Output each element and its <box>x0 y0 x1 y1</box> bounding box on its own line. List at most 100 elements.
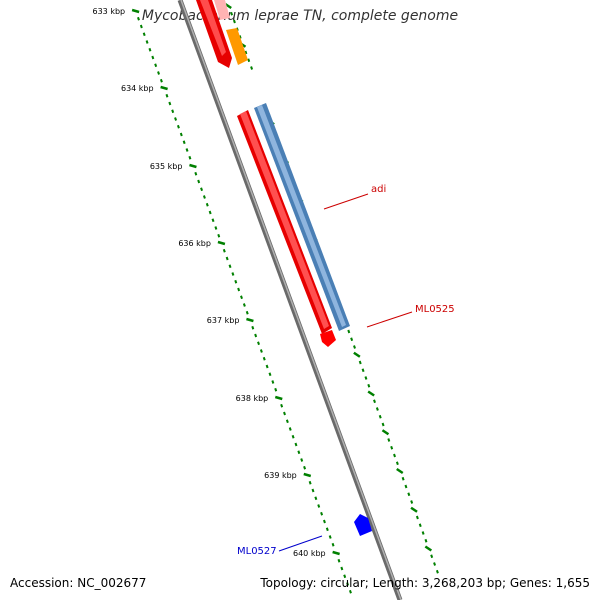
minor-tick <box>148 47 152 52</box>
minor-tick <box>320 511 324 516</box>
genome-backbone <box>177 0 403 600</box>
scale-label: 638 kbp <box>236 394 269 403</box>
minor-tick <box>340 566 344 571</box>
label-line-ml0527 <box>278 535 323 552</box>
minor-tick <box>214 226 218 230</box>
outer-minor-tick <box>247 58 251 63</box>
minor-tick <box>240 295 243 300</box>
orf-feature-highlight <box>257 105 346 327</box>
outer-minor-tick <box>410 500 414 504</box>
scale-labels: 633 kbp 634 kbp 635 kbp 636 kbp 637 kbp 638 k… <box>93 7 326 558</box>
outer-minor-tick <box>358 360 362 365</box>
outer-minor-tick <box>250 66 254 70</box>
minor-tick <box>217 233 221 238</box>
outer-minor-tick <box>421 531 425 535</box>
minor-tick <box>283 411 286 416</box>
outer-minor-tick <box>381 422 385 427</box>
major-tick <box>274 395 283 401</box>
outer-minor-tick <box>350 337 354 342</box>
minor-tick <box>337 558 341 563</box>
minor-tick <box>157 71 160 75</box>
feature-top-faded <box>214 0 230 20</box>
minor-tick <box>165 93 169 98</box>
outer-minor-tick <box>435 569 439 574</box>
minor-tick <box>145 40 149 44</box>
minor-tick <box>168 101 172 106</box>
minor-tick <box>346 582 350 586</box>
minor-tick <box>308 480 312 485</box>
outer-minor-tick <box>244 50 248 55</box>
outer-major-tick <box>424 545 433 552</box>
minor-tick <box>268 372 272 377</box>
outer-major-tick <box>381 429 390 436</box>
genome-backbone-highlight <box>180 0 402 600</box>
outer-minor-tick <box>373 399 376 404</box>
minor-tick <box>288 427 292 431</box>
outer-minor-tick <box>238 35 242 39</box>
outer-minor-tick <box>353 345 356 349</box>
scale-label: 639 kbp <box>264 471 297 480</box>
minor-tick <box>137 16 140 21</box>
label-line-ml0525 <box>366 311 413 328</box>
outer-minor-tick <box>430 554 434 559</box>
minor-tick <box>222 248 226 253</box>
minor-tick <box>271 380 275 384</box>
major-tick <box>246 317 254 323</box>
major-tick <box>303 472 312 478</box>
minor-tick <box>323 519 326 524</box>
gene-label-ml0525[interactable]: ML0525 <box>415 304 455 315</box>
minor-tick <box>274 387 278 392</box>
minor-tick <box>348 589 352 594</box>
minor-tick <box>237 287 241 292</box>
minor-tick <box>331 542 335 547</box>
major-tick <box>217 240 226 246</box>
outer-minor-tick <box>393 453 396 458</box>
scale-label: 640 kbp <box>293 549 326 558</box>
outer-minor-tick <box>390 445 394 450</box>
scale-label: 636 kbp <box>178 239 211 248</box>
gene-ml0527[interactable] <box>354 514 372 536</box>
minor-tick <box>211 218 215 223</box>
minor-tick <box>154 63 158 68</box>
outer-minor-tick <box>433 562 436 566</box>
minor-tick <box>174 117 178 121</box>
scale-ruler <box>131 8 352 594</box>
minor-tick <box>314 496 318 501</box>
major-tick <box>160 85 168 91</box>
minor-tick <box>234 279 238 284</box>
outer-minor-tick <box>232 19 236 24</box>
outer-minor-tick <box>407 492 411 497</box>
outer-minor-tick <box>230 11 234 16</box>
minor-tick <box>159 78 163 83</box>
minor-tick <box>303 465 307 470</box>
major-tick <box>131 8 140 14</box>
genome-summary: Topology: circular; Length: 3,268,203 bp… <box>260 576 590 590</box>
major-tick <box>332 550 340 556</box>
feature-top-orange[interactable] <box>226 28 248 65</box>
minor-tick <box>202 195 206 199</box>
minor-tick <box>179 132 183 137</box>
feature-top-red-highlight <box>200 0 226 56</box>
outer-major-tick <box>353 351 361 358</box>
minor-tick <box>185 148 189 152</box>
scale-label: 637 kbp <box>207 316 240 325</box>
outer-minor-tick <box>375 407 379 411</box>
gene-label-ml0527[interactable]: ML0527 <box>237 546 277 557</box>
minor-tick <box>200 187 203 192</box>
scale-label: 633 kbp <box>93 7 126 16</box>
minor-tick <box>245 310 249 315</box>
minor-tick <box>328 535 332 539</box>
gene-label-adi[interactable]: adi <box>371 184 386 195</box>
minor-tick <box>142 32 146 37</box>
minor-tick <box>139 24 143 29</box>
minor-tick <box>228 264 232 269</box>
scale-label: 635 kbp <box>150 162 183 171</box>
minor-tick <box>294 442 298 447</box>
outer-minor-tick <box>395 461 399 466</box>
minor-tick <box>197 179 201 184</box>
outer-minor-tick <box>347 329 351 334</box>
gene-ml0525[interactable] <box>320 330 336 347</box>
minor-tick <box>291 434 295 439</box>
outer-minor-tick <box>404 484 408 489</box>
